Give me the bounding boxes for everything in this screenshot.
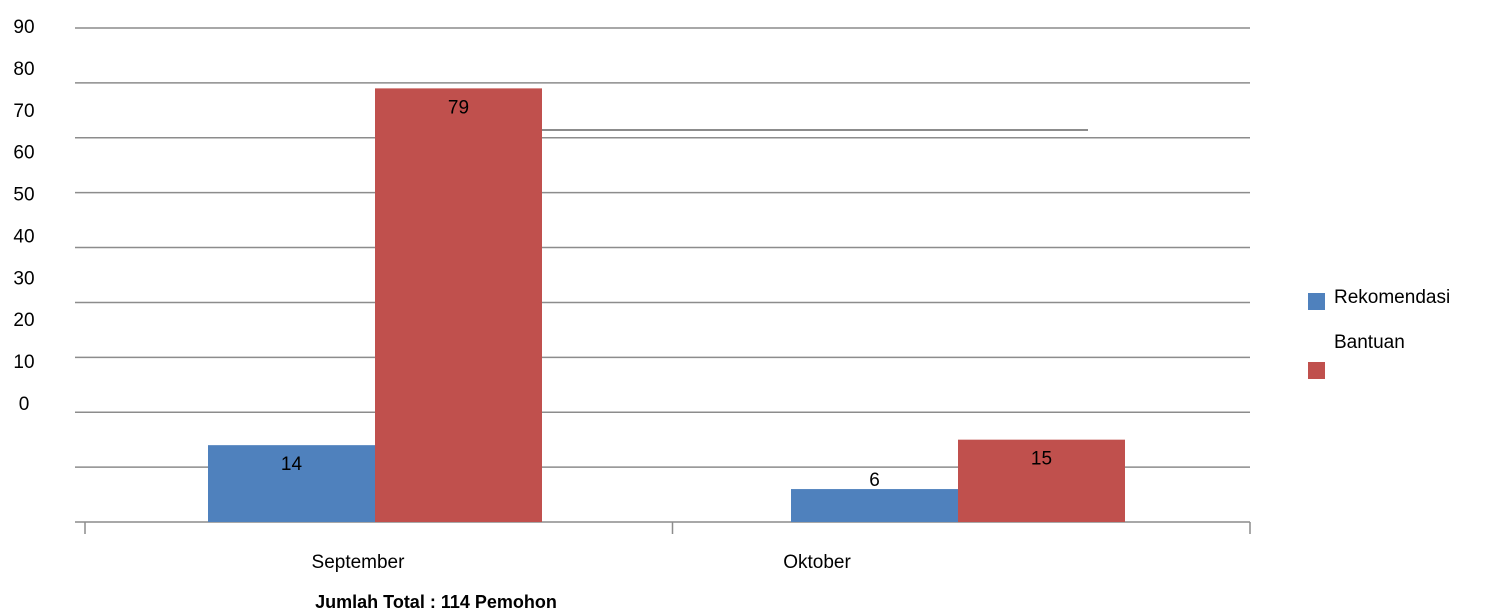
- bar: [375, 88, 542, 522]
- y-tick-label: 30: [13, 268, 34, 289]
- bar: [208, 445, 375, 522]
- footnote: Jumlah Total : 114 Pemohon: [315, 592, 557, 612]
- y-tick-label: 50: [13, 185, 34, 206]
- legend-swatch: [1308, 362, 1325, 379]
- legend-label: Bantuan: [1334, 332, 1405, 353]
- x-tick-label: September: [312, 552, 406, 573]
- y-tick-label: 40: [13, 226, 34, 247]
- data-label: 79: [448, 97, 469, 118]
- y-tick-label: 60: [13, 143, 34, 164]
- y-tick-label: 0: [19, 394, 30, 415]
- y-tick-label: 90: [13, 17, 34, 38]
- data-label: 14: [281, 454, 303, 475]
- y-tick-label: 10: [13, 352, 34, 373]
- bar: [791, 489, 958, 522]
- legend-swatch: [1308, 293, 1325, 310]
- x-tick-label: Oktober: [783, 552, 851, 573]
- y-tick-label: 20: [13, 310, 34, 331]
- legend-label: Rekomendasi: [1334, 287, 1450, 308]
- y-tick-label: 80: [13, 59, 34, 80]
- bar: [958, 439, 1125, 522]
- data-label: 15: [1031, 449, 1052, 470]
- y-tick-label: 70: [13, 101, 34, 122]
- data-label: 6: [869, 470, 880, 491]
